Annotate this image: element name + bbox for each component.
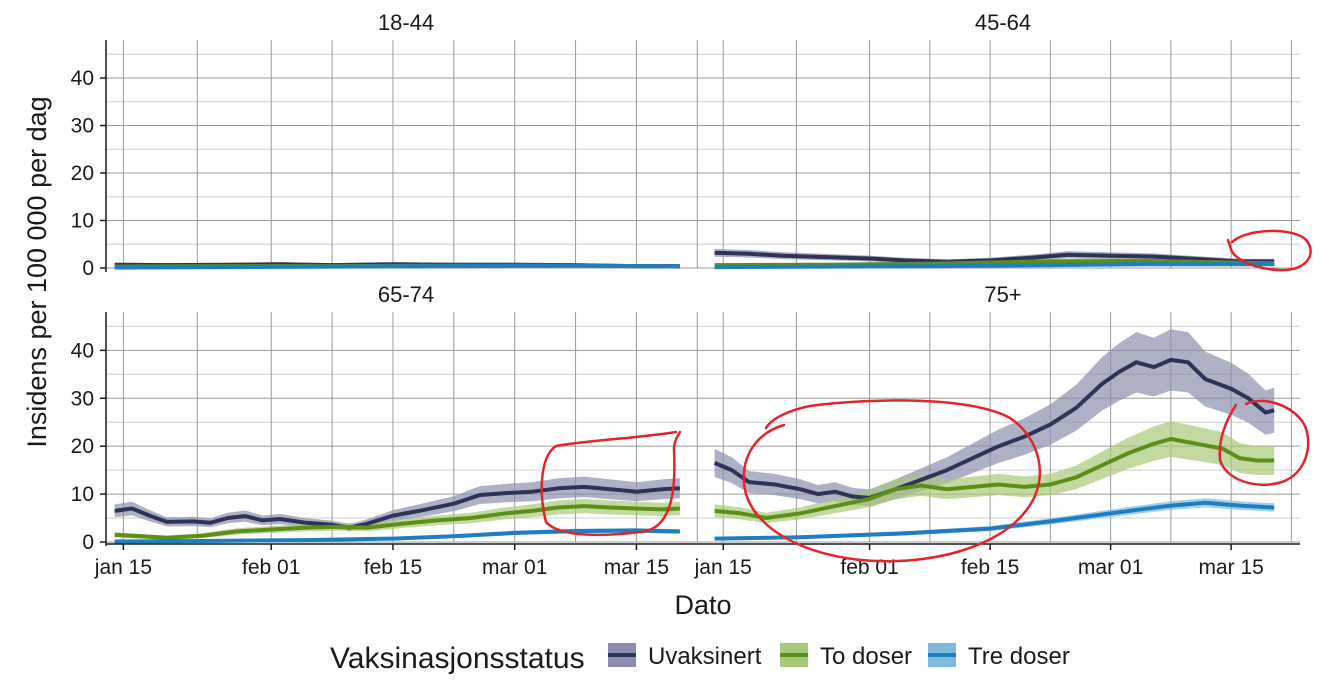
y-tick-label: 20 xyxy=(71,162,94,185)
facet-label: 75+ xyxy=(984,282,1021,307)
series-line xyxy=(713,357,1275,500)
facet-panel: 65-74 xyxy=(106,282,706,544)
legend-item: Uvaksinert xyxy=(608,643,762,670)
series-line xyxy=(114,504,681,540)
series-line xyxy=(714,437,1275,520)
annotation-circle xyxy=(1226,229,1312,272)
y-tick-label: 30 xyxy=(71,115,94,138)
x-tick-label: mar 15 xyxy=(604,556,669,579)
series-line xyxy=(114,528,680,544)
legend-label: Tre doser xyxy=(968,643,1070,670)
x-tick-label: mar 15 xyxy=(1198,556,1263,579)
x-tick-label: mar 01 xyxy=(1078,556,1143,579)
legend-title: Vaksinasjonsstatus xyxy=(330,642,585,675)
facet-label: 18-44 xyxy=(378,10,434,35)
confidence-band xyxy=(714,248,1275,265)
x-tick-label: jan 15 xyxy=(694,556,752,579)
y-tick-label: 30 xyxy=(71,387,94,410)
annotation-circle xyxy=(742,399,1042,563)
y-tick-label: 0 xyxy=(82,531,94,554)
x-tick-label: feb 15 xyxy=(364,556,422,579)
series-line xyxy=(714,500,1275,541)
annotation-circle xyxy=(540,430,682,537)
annotation-circle xyxy=(1218,399,1310,487)
series-line xyxy=(714,250,1275,264)
legend: Vaksinasjonsstatus Uvaksinert To doser Tre … xyxy=(330,642,1070,675)
y-tick-label: 40 xyxy=(71,67,94,90)
y-tick-label: 40 xyxy=(71,339,94,362)
facet-label: 45-64 xyxy=(975,10,1031,35)
x-tick-label: jan 15 xyxy=(94,556,152,579)
y-tick-label: 0 xyxy=(82,257,94,280)
y-tick-label: 20 xyxy=(71,435,94,458)
legend-item: To doser xyxy=(780,643,912,670)
facet-panel: 75+ xyxy=(706,282,1300,543)
facet-panel: 18-44 xyxy=(106,10,706,270)
x-axis-title: Dato xyxy=(674,590,731,620)
y-axis-title: Insidens per 100 000 per dag xyxy=(22,96,52,447)
confidence-band xyxy=(714,329,1275,507)
legend-label: Uvaksinert xyxy=(648,643,762,670)
facet-label: 65-74 xyxy=(378,282,434,307)
y-tick-label: 10 xyxy=(71,483,94,506)
legend-item: Tre doser xyxy=(928,643,1070,670)
series-line xyxy=(714,262,1275,270)
x-tick-label: feb 15 xyxy=(961,556,1019,579)
y-tick-label: 10 xyxy=(71,210,94,233)
x-tick-label: feb 01 xyxy=(242,556,300,579)
series-line xyxy=(114,263,680,270)
x-tick-label: mar 01 xyxy=(482,556,547,579)
annotation-layer xyxy=(540,229,1312,563)
facet-panel: 45-64 xyxy=(706,10,1300,270)
legend-label: To doser xyxy=(820,643,912,670)
